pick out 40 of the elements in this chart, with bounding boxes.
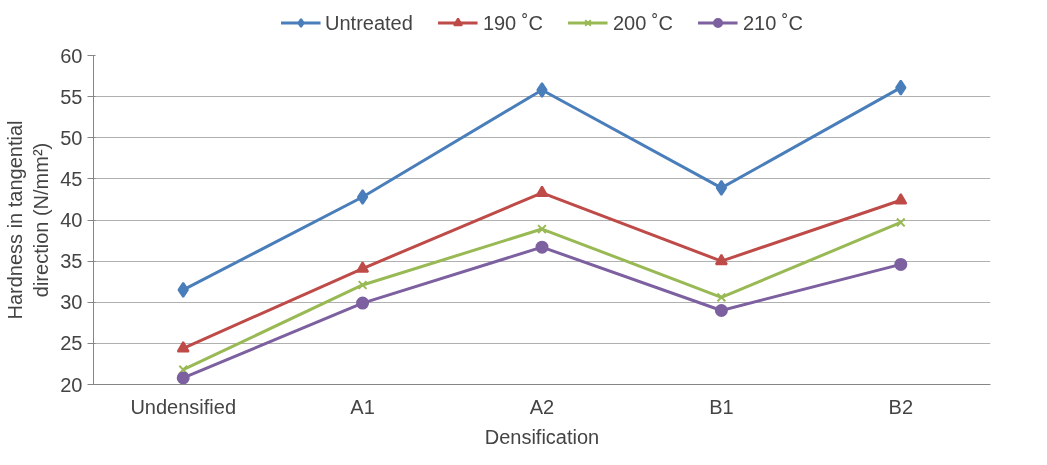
point — [895, 217, 906, 228]
y-tick-label: 40 — [60, 209, 83, 231]
point — [356, 188, 369, 205]
point — [356, 261, 370, 273]
legend-label: 210 ˚C — [742, 11, 803, 34]
x-tick-label: A2 — [529, 395, 555, 418]
point — [894, 257, 908, 271]
point — [535, 185, 549, 198]
x-tick-label: Undensified — [130, 395, 237, 418]
x-axis-title: Densification — [484, 425, 600, 448]
point — [535, 240, 549, 254]
point — [716, 292, 727, 303]
x-tick-label: A1 — [350, 395, 375, 418]
x-tick-label: B1 — [709, 395, 734, 418]
x-tick-label: B2 — [888, 395, 914, 418]
point — [357, 280, 368, 290]
y-tick-label: 25 — [60, 332, 83, 355]
point — [714, 253, 728, 266]
point — [537, 224, 547, 234]
y-tick-label: 20 — [60, 373, 83, 396]
point — [714, 303, 728, 317]
point — [176, 340, 190, 353]
y-axis-title: Hardness in tangential direction (N/mm²) — [3, 120, 53, 320]
point — [715, 179, 728, 196]
legend-label: 190 ˚C — [482, 11, 543, 34]
point — [356, 296, 370, 310]
y-tick-label: 30 — [60, 291, 83, 314]
y-tick-label: 45 — [60, 167, 83, 190]
y-tick-label: 50 — [60, 126, 83, 149]
legend-label: 200 ˚C — [612, 11, 673, 34]
point — [176, 371, 190, 385]
legend-label: Untreated — [325, 11, 413, 34]
y-tick-label: 35 — [60, 250, 83, 273]
point — [177, 281, 189, 298]
point — [894, 192, 908, 205]
point — [536, 82, 548, 99]
y-tick-label: 55 — [60, 85, 83, 108]
point — [178, 364, 189, 375]
point — [895, 79, 907, 96]
y-tick-label: 60 — [60, 44, 83, 67]
